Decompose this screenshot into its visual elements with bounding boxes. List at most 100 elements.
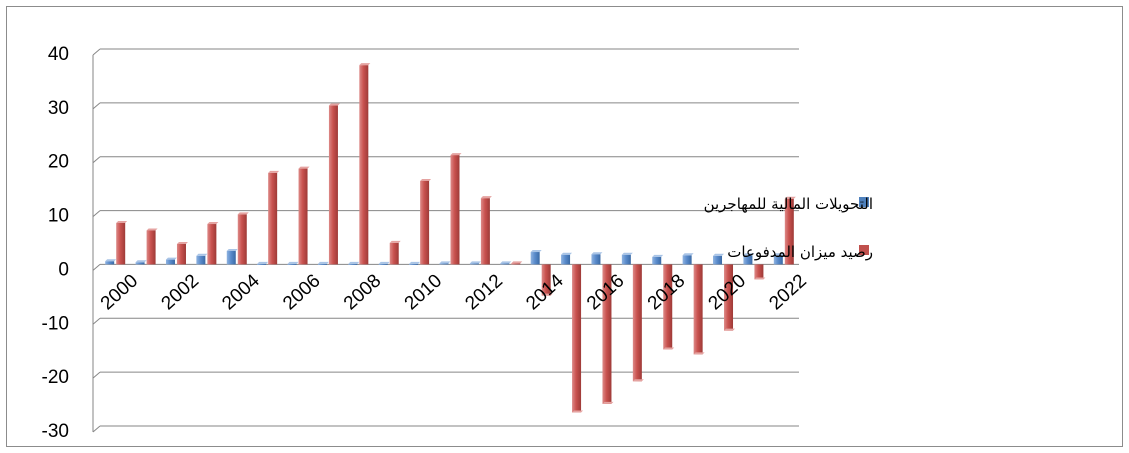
y-tick-label: -30 bbox=[42, 421, 69, 442]
bar-remittances bbox=[196, 255, 206, 265]
bar-balance bbox=[176, 243, 186, 265]
bar-cap-remittances bbox=[682, 253, 694, 256]
bar-cap-balance bbox=[541, 293, 553, 296]
bar-balance bbox=[724, 264, 734, 331]
bar-cap-remittances bbox=[743, 253, 755, 256]
bar-remittances bbox=[469, 263, 479, 265]
bar-cap-remittances bbox=[621, 252, 633, 255]
legend-swatch bbox=[859, 197, 869, 207]
bar-balance bbox=[632, 264, 642, 382]
y-tick-label: 20 bbox=[48, 152, 69, 173]
bar-balance bbox=[237, 214, 247, 265]
bar-remittances bbox=[287, 263, 297, 265]
x-tick-label: 2012 bbox=[461, 270, 506, 314]
bar-cap-balance bbox=[480, 196, 492, 199]
bar-cap-remittances bbox=[409, 261, 421, 264]
bar-balance bbox=[693, 264, 703, 355]
x-tick-label: 2008 bbox=[340, 270, 385, 314]
bar-balance bbox=[359, 65, 369, 265]
bar-cap-remittances bbox=[591, 252, 603, 255]
bar-remittances bbox=[317, 263, 327, 265]
y-tick-label: 40 bbox=[48, 44, 69, 65]
bar-remittances bbox=[348, 263, 358, 265]
gridline-depth bbox=[92, 371, 101, 379]
bar-balance bbox=[450, 155, 460, 265]
bars bbox=[105, 63, 796, 413]
bar-cap-balance bbox=[784, 196, 796, 199]
bar-cap-balance bbox=[237, 212, 249, 215]
chart-frame: -30 -20 -10 0 10 20 30 40 2000 2002 2004 2006 2008 2… bbox=[6, 6, 1123, 447]
bar-remittances bbox=[165, 259, 175, 265]
gridline-depth bbox=[92, 425, 101, 433]
gridline-depth bbox=[92, 102, 101, 110]
bar-balance bbox=[328, 105, 338, 265]
bar-cap-remittances bbox=[257, 261, 269, 264]
x-tick-label: 2000 bbox=[97, 270, 142, 314]
bar-remittances bbox=[378, 263, 388, 265]
x-axis-tick-labels: 2000 2002 2004 2006 2008 2010 2012 2014 2016 2018… bbox=[97, 270, 811, 314]
bar-balance bbox=[420, 180, 430, 265]
x-tick-label: 2014 bbox=[522, 270, 568, 314]
x-tick-label: 2006 bbox=[279, 270, 324, 314]
bar-remittances bbox=[652, 256, 662, 265]
bar-balance bbox=[268, 172, 278, 265]
bar-cap-balance bbox=[754, 277, 766, 280]
bar-remittances bbox=[621, 254, 631, 265]
bar-cap-remittances bbox=[287, 261, 299, 264]
legend-label: رصيد ميزان المدفوعات bbox=[727, 243, 873, 261]
bar-cap-balance bbox=[176, 241, 188, 244]
bar-balance bbox=[541, 264, 551, 296]
bar-cap-remittances bbox=[348, 261, 360, 264]
chart-svg: -30 -20 -10 0 10 20 30 40 2000 2002 2004 2006 2008 2… bbox=[42, 44, 873, 442]
x-tick-label: 2022 bbox=[765, 270, 810, 314]
bar-remittances bbox=[439, 263, 449, 265]
bar-cap-balance bbox=[268, 170, 280, 173]
x-tick-label: 2002 bbox=[158, 270, 203, 314]
bar-remittances bbox=[682, 255, 692, 265]
bar-balance bbox=[389, 242, 399, 265]
bar-cap-remittances bbox=[469, 261, 481, 264]
bar-cap-balance bbox=[632, 379, 644, 382]
gridlines bbox=[92, 48, 799, 433]
bar-cap-balance bbox=[420, 178, 432, 181]
bar-cap-remittances bbox=[561, 252, 573, 255]
bar-cap-remittances bbox=[317, 261, 329, 264]
bar-balance bbox=[298, 168, 308, 265]
bar-cap-balance bbox=[146, 228, 158, 231]
bar-cap-remittances bbox=[196, 253, 208, 256]
legend: التحويلات المالية للمهاجرين رصيد ميزان ال… bbox=[704, 195, 873, 261]
bar-remittances bbox=[409, 263, 419, 265]
legend-label: التحويلات المالية للمهاجرين bbox=[704, 195, 873, 213]
bar-balance bbox=[602, 264, 612, 404]
bar-cap-remittances bbox=[713, 253, 725, 256]
x-tick-label: 2004 bbox=[218, 270, 264, 314]
bar-balance bbox=[146, 230, 156, 265]
bar-balance bbox=[572, 264, 582, 413]
bar-cap-remittances bbox=[439, 261, 451, 264]
bar-cap-remittances bbox=[500, 261, 512, 264]
bar-cap-remittances bbox=[652, 254, 664, 257]
y-tick-label: 30 bbox=[48, 98, 69, 119]
y-axis-tick-labels: -30 -20 -10 0 10 20 30 40 bbox=[42, 44, 69, 442]
bar-cap-remittances bbox=[105, 259, 117, 262]
bar-remittances bbox=[713, 255, 723, 265]
bar-balance bbox=[116, 222, 126, 265]
bar-cap-remittances bbox=[773, 253, 785, 256]
y-tick-label: 10 bbox=[48, 206, 69, 227]
bar-remittances bbox=[500, 263, 510, 265]
bar-cap-balance bbox=[116, 220, 128, 223]
bar-cap-remittances bbox=[226, 248, 238, 251]
y-tick-label: -10 bbox=[42, 313, 69, 334]
bar-remittances bbox=[773, 255, 783, 265]
bar-balance bbox=[663, 264, 673, 350]
bar-balance bbox=[511, 263, 521, 265]
bar-remittances bbox=[743, 255, 753, 265]
gridline-depth bbox=[92, 317, 101, 325]
bar-balance bbox=[784, 198, 794, 265]
bar-cap-balance bbox=[359, 63, 371, 66]
bar-cap-balance bbox=[389, 240, 401, 243]
bar-cap-balance bbox=[693, 352, 705, 355]
bar-balance bbox=[754, 264, 764, 280]
bar-cap-remittances bbox=[378, 261, 390, 264]
bar-cap-balance bbox=[511, 261, 523, 264]
